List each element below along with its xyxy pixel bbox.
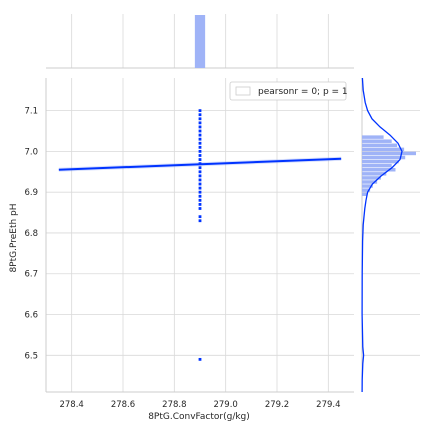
scatter-point — [198, 154, 202, 157]
scatter-point — [198, 162, 202, 166]
y-marginal-bar — [362, 159, 399, 164]
x-tick-label: 278.8 — [162, 400, 186, 410]
y-marginal-bar — [362, 143, 398, 148]
scatter-point — [198, 117, 202, 121]
scatter-point — [198, 357, 202, 361]
scatter-point — [198, 215, 202, 219]
scatter-point — [198, 133, 202, 137]
legend: pearsonr = 0; p = 1 — [229, 81, 348, 101]
scatter-point — [198, 129, 202, 133]
y-axis-label: 8PtG.PreEth pH — [9, 203, 19, 272]
scatter-point — [198, 174, 202, 178]
scatter-point — [198, 178, 202, 182]
y-tick-label: 6.7 — [24, 270, 38, 280]
y-marginal-bar — [362, 139, 392, 143]
legend-box — [229, 81, 347, 101]
scatter-point — [198, 113, 202, 117]
y-marginal-bar — [362, 147, 405, 152]
y-tick-label: 6.5 — [24, 351, 38, 361]
y-marginal-bar — [362, 188, 371, 192]
scatter-points — [198, 109, 202, 361]
x-axis-label: 8PtG.ConvFactor(g/kg) — [148, 412, 250, 422]
x-tick-label: 279.4 — [316, 400, 340, 410]
scatter-point — [198, 207, 202, 210]
scatter-point — [198, 194, 202, 198]
y-marginal-kde — [361, 77, 403, 393]
x-marginal-histogram — [194, 15, 206, 68]
x-tick-label: 278.4 — [59, 400, 83, 410]
scatter-point — [198, 186, 202, 190]
x-marginal-bar — [194, 15, 206, 68]
scatter-point — [198, 125, 202, 129]
scatter-point — [198, 141, 202, 145]
y-tick-label: 7.0 — [24, 147, 38, 157]
scatter-point — [198, 203, 202, 206]
scatter-point — [198, 182, 202, 186]
scatter-point — [198, 109, 202, 113]
scatter-point — [198, 219, 202, 223]
y-marginal-histogram — [361, 77, 416, 393]
y-marginal-bar — [362, 180, 378, 184]
y-marginal-bar — [362, 168, 396, 172]
y-marginal-bar — [362, 176, 381, 180]
x-tick-label: 279.2 — [265, 400, 289, 410]
y-tick-label: 7.1 — [24, 107, 38, 117]
y-marginal-bar — [362, 151, 416, 156]
scatter-point — [198, 121, 202, 125]
scatter-point — [198, 158, 202, 161]
legend-handle — [235, 86, 251, 96]
x-tick-label: 278.6 — [111, 400, 135, 410]
y-marginal-grid — [361, 78, 420, 392]
y-marginal-bar — [362, 155, 406, 160]
y-marginal-bar — [362, 172, 387, 176]
y-marginal-bar — [362, 163, 392, 168]
y-marginal-bar — [362, 192, 368, 196]
scatter-point — [198, 198, 202, 202]
legend-text: pearsonr = 0; p = 1 — [258, 87, 348, 97]
y-tick-labels: 6.5 6.6 6.7 6.8 6.9 7.0 7.1 — [24, 107, 38, 362]
y-tick-label: 6.6 — [24, 311, 38, 321]
scatter-point — [198, 137, 202, 141]
scatter-point — [198, 150, 202, 153]
x-tick-label: 279.0 — [213, 400, 237, 410]
y-tick-label: 6.9 — [24, 188, 38, 198]
scatter-point — [198, 190, 202, 194]
scatter-point — [198, 166, 202, 170]
x-tick-labels: 278.4 278.6 278.8 279.0 279.2 279.4 — [59, 400, 340, 410]
y-marginal-bar — [362, 135, 384, 139]
y-tick-label: 6.8 — [24, 229, 38, 239]
scatter-point — [198, 170, 202, 174]
y-marginal-bar — [362, 184, 373, 188]
scatter-point — [198, 145, 202, 149]
main-grid — [45, 78, 354, 393]
